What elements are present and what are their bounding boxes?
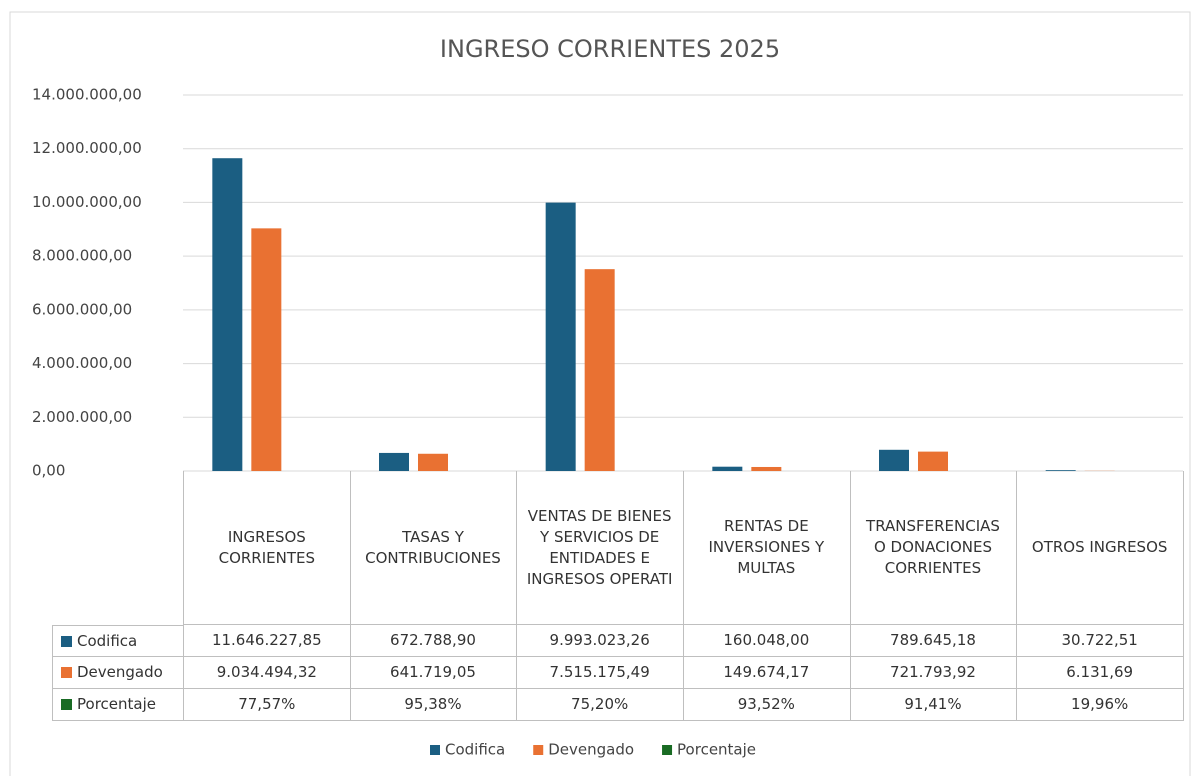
row-label: Codifica	[77, 631, 138, 650]
bar	[584, 269, 615, 471]
legend-key	[61, 635, 72, 647]
bar	[712, 466, 743, 471]
bar	[1045, 470, 1076, 471]
value-cell: 789.645,18	[849, 625, 1018, 657]
value-cell: 721.793,92	[849, 657, 1018, 689]
y-tick-label: 0,00	[32, 462, 65, 480]
category-cell: TRANSFERENCIAS O DONACIONES CORRIENTES	[849, 471, 1018, 625]
bar	[418, 453, 448, 471]
y-tick-label: 2.000.000,00	[32, 408, 132, 426]
category-cell: INGRESOS CORRIENTES	[183, 471, 351, 625]
y-tick-label: 6.000.000,00	[32, 300, 132, 318]
legend-label: Codifica	[445, 741, 505, 759]
legend-key	[61, 699, 72, 710]
bar	[545, 202, 576, 471]
value-cell: 160.048,00	[683, 625, 851, 657]
value-cell: 19,96%	[1016, 689, 1184, 721]
value-cell: 9.993.023,26	[516, 625, 684, 657]
value-cell: 93,52%	[683, 689, 851, 721]
legend-key	[430, 745, 440, 755]
value-cell: 95,38%	[349, 689, 518, 721]
bar	[879, 449, 909, 471]
category-cell: VENTAS DE BIENES Y SERVICIOS DE ENTIDADE…	[516, 471, 684, 625]
legend-key	[533, 745, 544, 755]
row-label: Devengado	[77, 663, 163, 681]
legend-label: Devengado	[548, 741, 634, 759]
bar	[918, 451, 948, 471]
value-cell: 672.788,90	[349, 625, 518, 657]
legend-key	[61, 667, 72, 678]
value-cell: 6.131,69	[1016, 657, 1184, 689]
bar	[251, 228, 282, 471]
chart-title: INGRESO CORRIENTES 2025	[440, 35, 780, 63]
category-cell: OTROS INGRESOS	[1016, 471, 1184, 625]
row-header: Codifica	[52, 625, 184, 657]
y-tick-label: 8.000.000,00	[32, 247, 132, 265]
row-header: Porcentaje	[52, 689, 184, 721]
row-label: Porcentaje	[77, 695, 156, 713]
y-tick-label: 4.000.000,00	[32, 354, 132, 372]
bar	[751, 466, 782, 471]
bar	[379, 452, 409, 471]
value-cell: 75,20%	[516, 689, 684, 721]
value-cell: 9.034.494,32	[183, 657, 351, 689]
value-cell: 641.719,05	[349, 657, 518, 689]
bar	[212, 158, 243, 472]
value-cell: 77,57%	[183, 689, 351, 721]
category-cell: TASAS Y CONTRIBUCIONES	[349, 471, 518, 625]
value-cell: 30.722,51	[1016, 625, 1184, 657]
row-header: Devengado	[52, 657, 184, 689]
value-cell: 7.515.175,49	[516, 657, 684, 689]
y-tick-label: 10.000.000,00	[32, 193, 142, 211]
y-tick-label: 14.000.000,00	[32, 86, 142, 104]
legend-key	[662, 745, 673, 755]
legend-label: Porcentaje	[677, 741, 756, 759]
value-cell: 91,41%	[849, 689, 1018, 721]
y-tick-label: 12.000.000,00	[32, 139, 142, 157]
value-cell: 149.674,17	[683, 657, 851, 689]
value-cell: 11.646.227,85	[183, 625, 351, 657]
category-cell: RENTAS DE INVERSIONES Y MULTAS	[683, 471, 851, 625]
